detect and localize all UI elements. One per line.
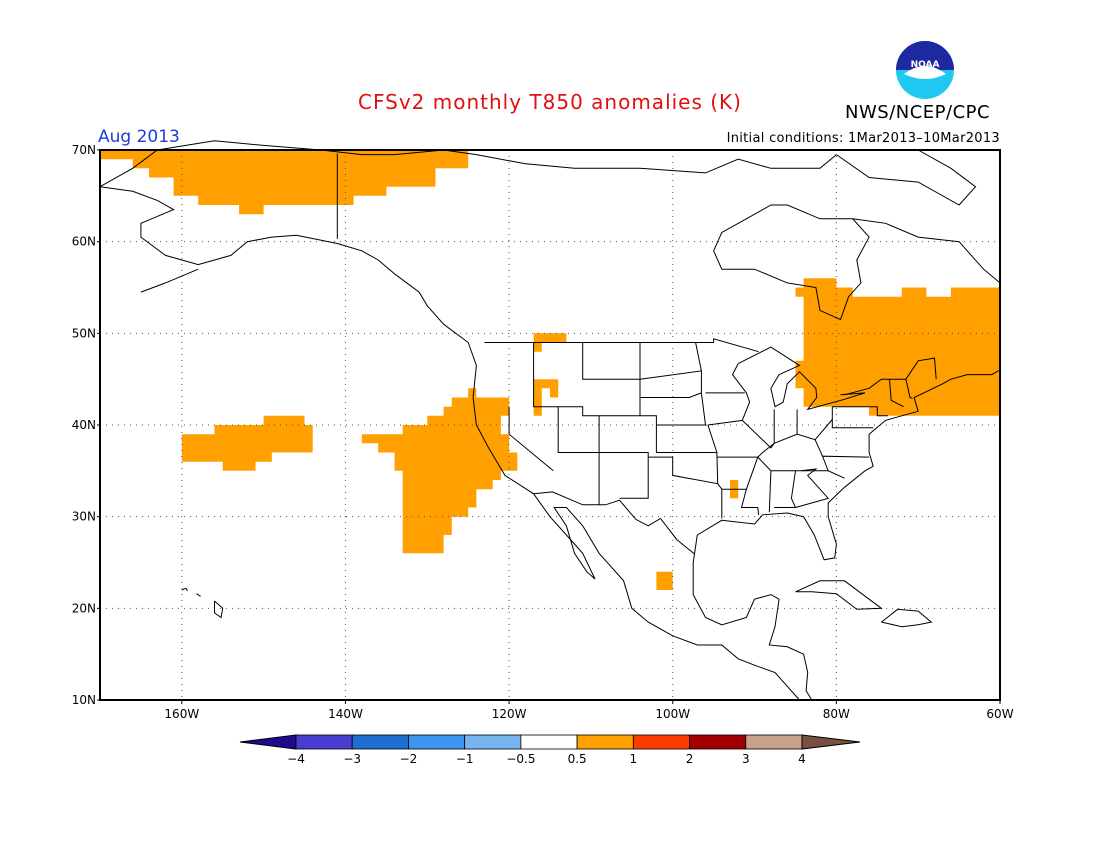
boundary-line: [508, 406, 554, 472]
colorbar-swatch: [632, 734, 690, 750]
boundary-line: [196, 593, 201, 597]
boundary-line: [716, 456, 759, 490]
colorbar-label: 4: [798, 752, 806, 766]
lon-tick-label: 60W: [986, 707, 1013, 721]
colorbar-swatch: [464, 734, 522, 750]
colorbar-label: −0.5: [506, 752, 535, 766]
boundary-line: [214, 600, 224, 619]
colorbar-swatch: [576, 734, 634, 750]
colorbar-label: −4: [287, 752, 305, 766]
lat-tick-label: 40N: [72, 418, 96, 432]
boundary-line: [99, 186, 800, 701]
colorbar-label: 1: [630, 752, 638, 766]
boundary-line: [140, 268, 199, 293]
colorbar-swatch: [295, 734, 353, 750]
anomaly-region-mexico-pacific: [656, 571, 673, 590]
boundary-line: [757, 433, 823, 458]
boundary-line: [713, 204, 870, 321]
colorbar-swatch: [689, 734, 747, 750]
boundary-line: [889, 379, 904, 408]
lat-tick-label: 70N: [72, 143, 96, 157]
boundary-line: [707, 424, 718, 453]
boundary-line: [741, 409, 775, 449]
colorbar-swatch: [408, 734, 466, 750]
boundary-line: [831, 406, 874, 429]
boundary-line: [852, 218, 1001, 284]
boundary-line: [99, 140, 837, 188]
boundary-line: [598, 415, 649, 499]
anomaly-region-arctic-alaska: [100, 150, 469, 215]
axis-labels: 70N 60N 50N 40N 30N 20N 10N 160W 140W 120W 100W 80W…: [72, 143, 1014, 721]
lon-tick-label: 100W: [655, 707, 690, 721]
boundary-line: [795, 468, 830, 508]
logo-text: NOAA: [911, 60, 940, 70]
boundary-line: [836, 149, 977, 206]
boundary-line: [692, 369, 1001, 626]
boundary-line: [639, 370, 702, 398]
boundary-line: [795, 580, 883, 610]
anomaly-region-us-west-coast: [361, 388, 518, 554]
colorbar-swatch: [520, 734, 578, 750]
lat-tick-label: 30N: [72, 510, 96, 524]
boundary-line: [656, 392, 707, 426]
lat-tick-label: 10N: [72, 693, 96, 707]
boundary-line: [484, 338, 759, 353]
boundary-line: [881, 608, 933, 628]
boundary-line: [640, 415, 719, 485]
noaa-logo-icon: NOAA: [896, 41, 954, 99]
colorbar-label: −3: [343, 752, 361, 766]
boundary-line: [832, 406, 888, 417]
boundary-line: [181, 587, 188, 592]
boundary-line: [795, 470, 845, 479]
lat-tick-label: 60N: [72, 235, 96, 249]
boundary-line: [557, 406, 600, 505]
lat-tick-label: 50N: [72, 326, 96, 340]
boundary-line: [582, 342, 640, 380]
anomaly-region-northeast-canada: [795, 278, 1000, 416]
lon-tick-label: 80W: [823, 707, 850, 721]
lat-tick-label: 20N: [72, 601, 96, 615]
colorbar-label: −2: [400, 752, 418, 766]
agency-label: NWS/NCEP/CPC: [845, 102, 991, 123]
colorbar-label: 3: [742, 752, 750, 766]
colorbar: −4 −3 −2 −1 −0.5 0.5 1 2 3 4: [239, 734, 861, 766]
colorbar-swatch: [745, 734, 803, 750]
boundary-line: [740, 489, 760, 515]
boundary-line: [768, 599, 813, 701]
boundary-line: [821, 455, 870, 471]
boundary-line: [814, 419, 833, 441]
boundary-line: [757, 456, 772, 513]
colorbar-label: −1: [456, 752, 474, 766]
boundary-line: [717, 483, 723, 519]
forecast-month: Aug 2013: [98, 127, 180, 147]
lon-tick-label: 160W: [164, 707, 199, 721]
initial-conditions: Initial conditions: 1Mar2013–10Mar2013: [726, 131, 1000, 146]
boundary-line: [737, 346, 866, 411]
boundary-line: [695, 342, 702, 372]
boundary-line: [707, 363, 751, 426]
boundary-line: [905, 379, 913, 399]
anomaly-region-montana-wyoming: [533, 379, 559, 416]
colorbar-arrow-high: [801, 734, 861, 750]
coastline-layer: [99, 140, 1001, 701]
chart-title: CFSv2 monthly T850 anomalies (K): [358, 90, 742, 114]
boundary-line: [533, 491, 696, 555]
boundary-line: [770, 470, 797, 508]
colorbar-swatch: [351, 734, 409, 750]
anomaly-layer: [100, 150, 1000, 590]
colorbar-arrow-low: [239, 734, 297, 750]
colorbar-label: 2: [686, 752, 694, 766]
lon-tick-label: 120W: [492, 707, 527, 721]
anomaly-region-north-pacific: [181, 415, 313, 471]
lon-tick-label: 140W: [328, 707, 363, 721]
colorbar-label: 0.5: [568, 752, 587, 766]
